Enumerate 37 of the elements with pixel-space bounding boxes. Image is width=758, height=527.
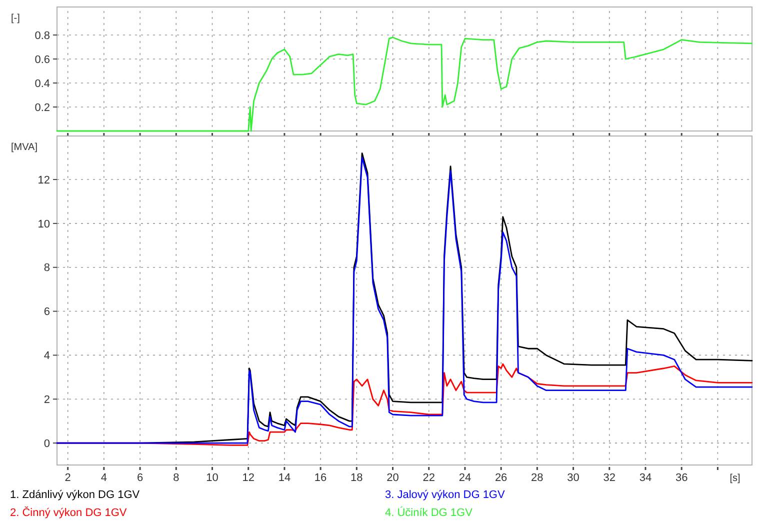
x-tick-label: 4 xyxy=(100,472,107,484)
x-tick-label: 22 xyxy=(422,472,435,484)
x-tick-label: 12 xyxy=(242,472,254,484)
y-tick-label: 4 xyxy=(44,350,50,362)
y-tick-label: 2 xyxy=(44,394,50,406)
y-tick-label: 10 xyxy=(38,218,50,230)
y-tick-label: 0 xyxy=(44,438,50,450)
x-tick-label: 8 xyxy=(173,472,180,484)
text: 4. Účiník DG 1GV xyxy=(385,506,474,519)
x-tick-label: 32 xyxy=(603,472,616,484)
x-tick-label: 34 xyxy=(639,472,652,484)
y-tick-label: 0.4 xyxy=(34,78,50,90)
x-tick-label: 30 xyxy=(567,472,580,484)
y-tick-label: 0.6 xyxy=(34,54,50,66)
x-tick-label: 18 xyxy=(350,472,363,484)
y-tick-label: 0.8 xyxy=(34,30,50,42)
x-tick-label: 20 xyxy=(386,472,399,484)
y-axis-title: [-] xyxy=(11,13,20,24)
line-series xyxy=(56,36,753,132)
text: 2. Činný výkon DG 1GV xyxy=(10,506,128,519)
x-tick-label: 26 xyxy=(494,472,508,484)
y-tick-label: 6 xyxy=(44,306,50,318)
text: 3. Jalový výkon DG 1GV xyxy=(385,489,506,501)
x-tick-label: 16 xyxy=(314,472,327,484)
x-tick-label: 2 xyxy=(64,472,71,484)
text: 1. Zdánlivý výkon DG 1GV xyxy=(10,489,140,501)
x-tick-label: 6 xyxy=(136,472,144,484)
x-tick-label: 24 xyxy=(458,472,472,484)
y-tick-label: 12 xyxy=(38,174,50,186)
x-axis-title: [s] xyxy=(730,473,740,484)
x-tick-label: 36 xyxy=(675,472,688,484)
y-tick-label: 8 xyxy=(44,262,50,274)
x-tick-label: 14 xyxy=(278,472,291,484)
x-tick-label: 28 xyxy=(531,472,544,484)
y-axis-title: [MVA] xyxy=(11,142,38,153)
x-tick-label: 10 xyxy=(206,472,218,484)
y-tick-label: 0.2 xyxy=(34,102,50,114)
